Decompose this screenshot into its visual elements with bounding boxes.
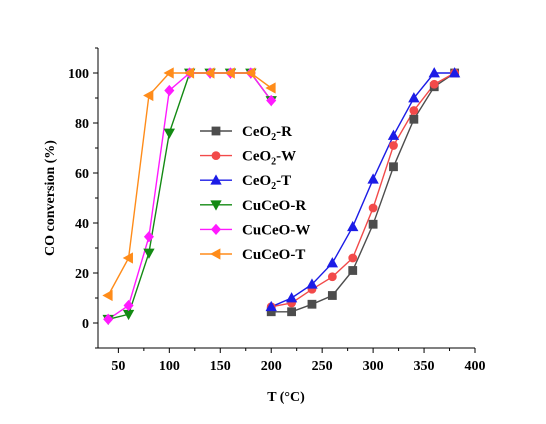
data-point-cuceo-t	[224, 67, 235, 79]
data-point-ceo2-t	[285, 292, 298, 303]
data-point-cuceo-t	[163, 67, 174, 79]
data-point-ceo2-t	[387, 129, 400, 140]
x-tick-label: 350	[414, 359, 435, 374]
data-point-cuceo-t	[183, 67, 195, 79]
y-tick-label: 20	[75, 267, 89, 282]
data-point-ceo2-w	[348, 253, 358, 263]
y-axis-title: CO conversion (%)	[43, 140, 58, 256]
series-lines	[107, 72, 455, 320]
data-point-cuceo-r	[163, 128, 176, 139]
data-point-ceo2-r	[368, 219, 378, 229]
data-point-ceo2-t	[367, 173, 379, 184]
data-point-ceo2-t	[326, 257, 339, 268]
legend-marker-ceo2-w	[211, 151, 221, 161]
data-point-ceo2-w	[389, 141, 398, 150]
x-tick-label: 150	[210, 359, 231, 374]
y-tick-label: 60	[75, 167, 89, 182]
data-point-ceo2-r	[409, 114, 419, 124]
legend-label-ceo2-w: CeO2-W	[242, 149, 296, 168]
data-point-ceo2-t	[408, 92, 420, 103]
x-tick-label: 100	[159, 359, 180, 374]
data-point-cuceo-t	[245, 67, 256, 79]
legend-marker-ceo2-t	[210, 174, 222, 185]
x-tick-label: 50	[111, 359, 125, 374]
data-point-ceo2-t	[448, 67, 461, 78]
data-point-ceo2-r	[307, 299, 317, 309]
data-point-ceo2-w	[429, 79, 439, 89]
legend-marker-cuceo-t	[210, 248, 221, 260]
series-line-cuceo-r	[108, 72, 272, 320]
legend-label-cuceo-r: CuCeO-R	[242, 198, 306, 214]
data-point-cuceo-t	[122, 252, 133, 264]
x-tick-label: 400	[465, 359, 486, 374]
data-point-ceo2-t	[347, 220, 359, 232]
data-point-ceo2-r	[348, 266, 358, 275]
legend-label-ceo2-r: CeO2-R	[242, 124, 292, 143]
data-point-cuceo-w	[103, 313, 114, 325]
y-tick-label: 100	[68, 67, 89, 82]
data-point-cuceo-w	[143, 231, 154, 243]
x-tick-label: 200	[261, 359, 282, 374]
y-tick-label: 40	[75, 217, 89, 232]
chart-ticks: 50 100 150 200 250 300 350 400 0 20 40 60 80 100	[68, 47, 486, 374]
legend-label-cuceo-w: CuCeO-W	[242, 222, 310, 238]
data-point-ceo2-w	[368, 203, 378, 213]
data-point-cuceo-t	[204, 67, 215, 79]
data-point-ceo2-t	[428, 67, 440, 78]
data-point-ceo2-r	[287, 307, 296, 317]
x-tick-label: 300	[363, 359, 384, 374]
data-point-cuceo-t	[265, 82, 276, 94]
y-tick-label: 80	[75, 117, 89, 132]
data-point-ceo2-t	[306, 278, 318, 289]
series-line-cuceo-w	[107, 72, 272, 320]
data-point-ceo2-r	[327, 291, 337, 300]
x-tick-label: 250	[312, 359, 333, 374]
legend-label-ceo2-t: CeO2-T	[242, 173, 291, 192]
series-markers	[102, 67, 461, 326]
data-point-ceo2-r	[389, 162, 398, 172]
data-point-cuceo-w	[266, 94, 277, 107]
data-point-cuceo-w	[123, 299, 134, 312]
chart-legend: CeO2-R CeO2-W CeO2-T CuCeO-R CuCeO-W CuCeO-T	[200, 124, 310, 263]
data-point-cuceo-w	[164, 84, 175, 97]
data-point-cuceo-t	[102, 289, 113, 302]
data-point-ceo2-t	[265, 300, 277, 312]
legend-marker-cuceo-w	[210, 223, 222, 235]
series-line-ceo2-t	[270, 72, 455, 308]
legend-label-cuceo-t: CuCeO-T	[242, 247, 305, 263]
data-point-cuceo-r	[143, 248, 155, 259]
legend-marker-cuceo-r	[210, 200, 222, 211]
series-line-ceo2-r	[271, 72, 455, 313]
legend-marker-ceo2-r	[211, 126, 221, 136]
data-point-ceo2-w	[409, 106, 419, 115]
series-line-ceo2-w	[271, 72, 455, 308]
data-point-ceo2-w	[327, 272, 337, 282]
y-tick-label: 0	[82, 317, 89, 332]
data-point-cuceo-t	[143, 89, 154, 102]
x-axis-title: T (°C)	[267, 390, 305, 405]
